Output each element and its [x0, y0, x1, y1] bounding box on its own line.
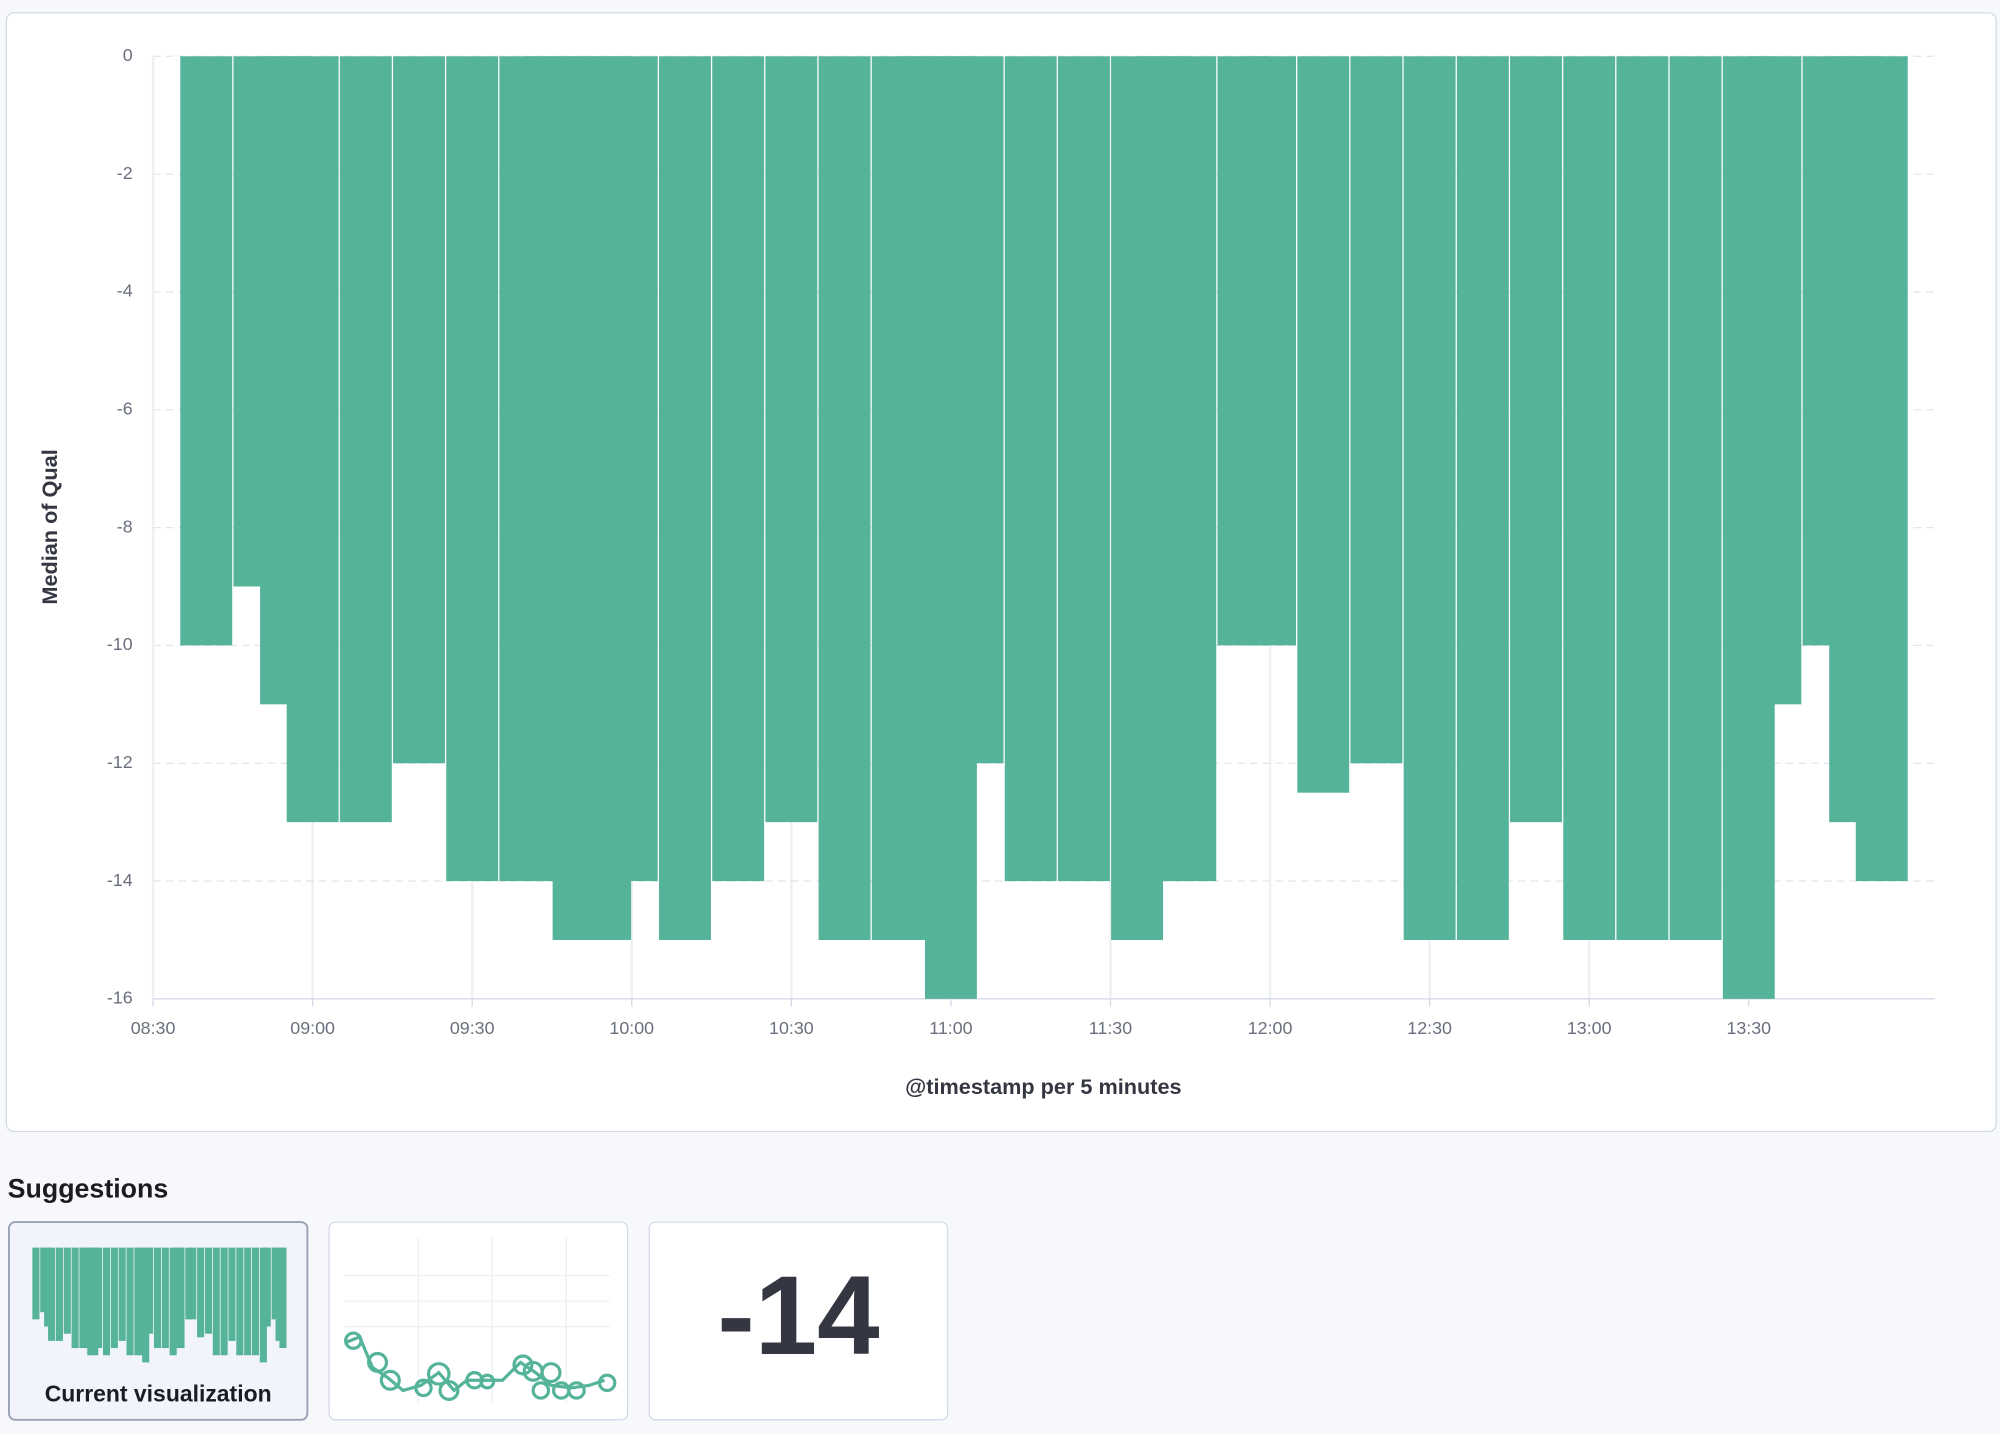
bar	[951, 56, 1004, 764]
bar	[393, 56, 445, 764]
x-tick-label: 10:30	[769, 1018, 814, 1038]
mini-bar	[173, 1247, 181, 1349]
mini-bar	[63, 1247, 71, 1334]
suggestion-label: Current visualization	[45, 1381, 272, 1407]
y-tick-label: -6	[117, 398, 133, 418]
y-tick-label: -12	[107, 752, 133, 772]
bar	[1164, 56, 1217, 882]
bar	[1350, 56, 1403, 764]
bar	[1297, 56, 1350, 793]
suggestion-card[interactable]	[328, 1221, 629, 1421]
line-thumbnail	[344, 1237, 617, 1404]
x-tick-label: 12:00	[1248, 1018, 1293, 1038]
bar	[1563, 56, 1616, 940]
bar	[339, 56, 392, 823]
mini-bar	[244, 1247, 252, 1356]
mini-bar	[32, 1247, 40, 1320]
bar	[605, 56, 658, 882]
mini-bar	[271, 1247, 279, 1320]
mini-bar	[48, 1247, 56, 1341]
mini-bar	[138, 1247, 146, 1356]
bar	[446, 56, 499, 882]
y-tick-label: -2	[117, 163, 133, 183]
mini-bar	[189, 1247, 197, 1320]
y-tick-label: -16	[107, 988, 133, 1008]
mini-bar	[87, 1247, 95, 1356]
mini-bar	[212, 1247, 220, 1356]
y-tick-label: -4	[117, 281, 133, 301]
x-tick-label: 12:30	[1407, 1018, 1452, 1038]
bar	[1855, 56, 1908, 882]
mini-bar	[153, 1247, 162, 1349]
bar	[1004, 56, 1057, 882]
x-tick-label: 09:30	[450, 1018, 495, 1038]
mini-bar	[236, 1247, 244, 1356]
mini-bar	[259, 1247, 267, 1363]
bar	[1749, 56, 1802, 705]
mini-bar	[275, 1247, 283, 1341]
bar	[1616, 56, 1669, 940]
mini-bar	[263, 1247, 271, 1327]
bar	[1244, 56, 1297, 646]
mini-bar	[197, 1247, 205, 1338]
mini-bar	[279, 1247, 287, 1349]
y-tick-label: -14	[107, 870, 133, 890]
x-tick-label: 09:00	[290, 1018, 335, 1038]
mini-bar	[142, 1247, 150, 1363]
x-tick-label: 13:00	[1567, 1018, 1612, 1038]
mini-bar	[177, 1247, 185, 1349]
mini-bar	[118, 1247, 126, 1341]
x-tick-label: 13:30	[1726, 1018, 1771, 1038]
mini-bar	[79, 1247, 87, 1349]
mini-bar	[126, 1247, 134, 1356]
x-tick-label: 11:30	[1089, 1018, 1132, 1038]
y-tick-label: -10	[107, 634, 133, 654]
mini-chart	[32, 1247, 287, 1363]
suggestions-title: Suggestions	[8, 1173, 169, 1203]
bar	[1456, 56, 1509, 940]
mini-bar	[95, 1247, 103, 1349]
mini-bar	[134, 1247, 142, 1356]
mini-bar	[185, 1247, 193, 1320]
mini-bar	[161, 1247, 169, 1349]
bar	[818, 56, 871, 940]
x-tick-label: 10:00	[609, 1018, 654, 1038]
x-tick-label: 11:00	[929, 1018, 972, 1038]
mini-bar	[40, 1247, 48, 1313]
mini-bar	[251, 1247, 260, 1356]
mini-bar	[146, 1247, 154, 1334]
mini-bar	[220, 1247, 228, 1356]
mini-bar	[204, 1247, 212, 1334]
bar	[712, 56, 765, 882]
y-tick-label: -8	[117, 516, 133, 536]
mini-bar	[91, 1247, 99, 1356]
mini-bar	[169, 1247, 177, 1356]
mini-bar	[71, 1247, 79, 1349]
metric-value: -14	[717, 1252, 879, 1378]
plot: 08:30 09:00 09:30 10:00 10:30 11:00 11:30 12:00…	[107, 45, 1935, 1038]
bar	[765, 56, 818, 823]
suggestion-card[interactable]	[648, 1221, 949, 1421]
bar	[180, 56, 233, 646]
mini-bar	[55, 1247, 63, 1341]
bar	[1057, 56, 1110, 882]
mini-bar	[102, 1247, 111, 1356]
x-tick-label: 08:30	[131, 1018, 176, 1038]
bar	[659, 56, 711, 940]
mini-bar	[44, 1247, 52, 1327]
y-axis-label: Median of Qual	[37, 449, 62, 604]
bar	[1403, 56, 1456, 940]
y-tick-label: 0	[123, 45, 133, 65]
bar	[1669, 56, 1722, 940]
mini-bar	[228, 1247, 236, 1341]
mini-bar	[110, 1247, 118, 1349]
bar	[286, 56, 339, 823]
bar	[1510, 56, 1562, 823]
x-axis-label: @timestamp per 5 minutes	[905, 1074, 1181, 1099]
mini-bar	[83, 1247, 91, 1349]
